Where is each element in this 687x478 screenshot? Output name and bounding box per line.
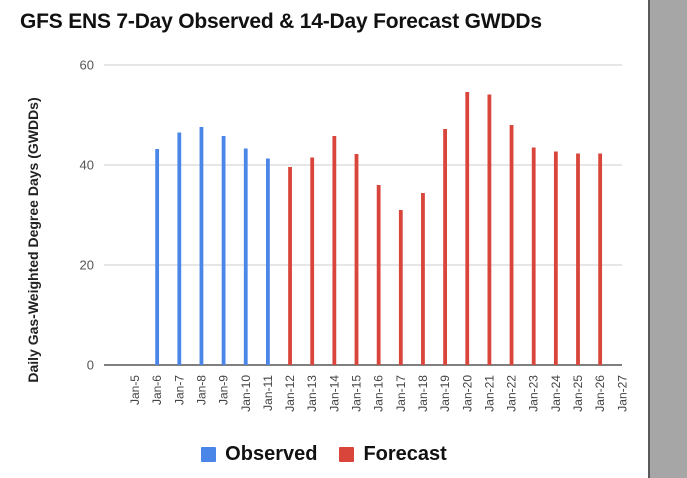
- bar-forecast-jan-25[interactable]: [576, 153, 580, 366]
- x-tick-label: Jan-20: [460, 375, 474, 412]
- bar-observed-jan-8[interactable]: [199, 127, 204, 365]
- bar-observed-jan-11[interactable]: [266, 158, 270, 366]
- bar-forecast-jan-17[interactable]: [398, 210, 403, 365]
- x-tick-label: Jan-18: [416, 375, 430, 412]
- x-tick-label: Jan-11: [261, 375, 275, 411]
- x-tick-label: Jan-26: [593, 375, 607, 412]
- x-tick-label: Jan-8: [194, 375, 208, 405]
- x-tick-label: Jan-25: [571, 375, 585, 412]
- legend-label-observed: Observed: [225, 443, 318, 465]
- x-tick-label: Jan-10: [239, 375, 253, 412]
- bar-observed-jan-10[interactable]: [243, 148, 248, 366]
- x-tick-labels: Jan-5 Jan-6 Jan-7 Jan-8 Jan-9 Jan-10 Jan-11 Jan…: [128, 375, 629, 412]
- x-tick-label: Jan-15: [350, 375, 364, 412]
- bar-forecast-jan-23[interactable]: [531, 147, 536, 366]
- bar-forecast-jan-18[interactable]: [421, 193, 425, 365]
- y-tick-label: 40: [80, 158, 94, 173]
- x-tick-label: Jan-24: [549, 375, 563, 412]
- side-panel: [648, 0, 687, 478]
- x-tick-label: Jan-12: [283, 375, 297, 412]
- bar-chart: Jan-5 Jan-6 Jan-7 Jan-8 Jan-9 Jan-10 Jan-11 Jan…: [80, 58, 630, 412]
- observed-swatch: [201, 447, 217, 462]
- bar-forecast-jan-15[interactable]: [354, 154, 359, 365]
- bar-forecast-jan-13[interactable]: [310, 157, 315, 366]
- x-tick-label: Jan-19: [438, 375, 452, 412]
- x-tick-label: Jan-16: [372, 375, 386, 412]
- y-tick-label: 60: [80, 58, 94, 73]
- y-tick-labels: 0 20 40 60: [80, 58, 94, 373]
- x-tick-label: Jan-23: [527, 375, 541, 412]
- x-tick-label: Jan-17: [394, 375, 408, 412]
- legend-label-forecast: Forecast: [363, 443, 447, 465]
- chart-title: GFS ENS 7-Day Observed & 14-Day Forecast…: [20, 10, 542, 33]
- bar-forecast-jan-14[interactable]: [332, 136, 337, 365]
- x-tick-label: Jan-13: [305, 375, 319, 412]
- x-tick-label: Jan-7: [172, 375, 186, 405]
- bar-observed-jan-7[interactable]: [177, 132, 182, 366]
- bar-forecast-jan-20[interactable]: [465, 92, 470, 365]
- bar-observed-jan-9[interactable]: [221, 136, 226, 365]
- x-tick-label: Jan-14: [327, 375, 341, 412]
- legend-item-observed[interactable]: Observed: [201, 443, 317, 466]
- x-tick-label: Jan-22: [505, 375, 519, 412]
- y-tick-label: 20: [80, 258, 94, 273]
- bar-forecast-jan-26[interactable]: [598, 153, 603, 366]
- x-tick-label: Jan-27: [615, 375, 629, 412]
- y-tick-label: 0: [87, 358, 94, 373]
- bar-forecast-jan-24[interactable]: [553, 151, 558, 366]
- legend: Observed Forecast: [0, 443, 648, 466]
- bar-forecast-jan-16[interactable]: [376, 185, 381, 365]
- bar-forecast-jan-21[interactable]: [487, 94, 492, 366]
- x-tick-label: Jan-21: [482, 375, 496, 412]
- forecast-swatch: [339, 447, 355, 462]
- x-tick-label: Jan-9: [217, 375, 231, 405]
- gridlines: [104, 64, 622, 366]
- bar-forecast-jan-12[interactable]: [288, 167, 292, 365]
- bar-observed-jan-6[interactable]: [155, 149, 160, 365]
- bars: [155, 92, 603, 366]
- x-tick-label: Jan-6: [150, 375, 164, 405]
- legend-item-forecast[interactable]: Forecast: [339, 443, 447, 466]
- bar-forecast-jan-19[interactable]: [443, 129, 447, 365]
- bar-forecast-jan-22[interactable]: [509, 125, 514, 365]
- x-tick-label: Jan-5: [128, 375, 142, 405]
